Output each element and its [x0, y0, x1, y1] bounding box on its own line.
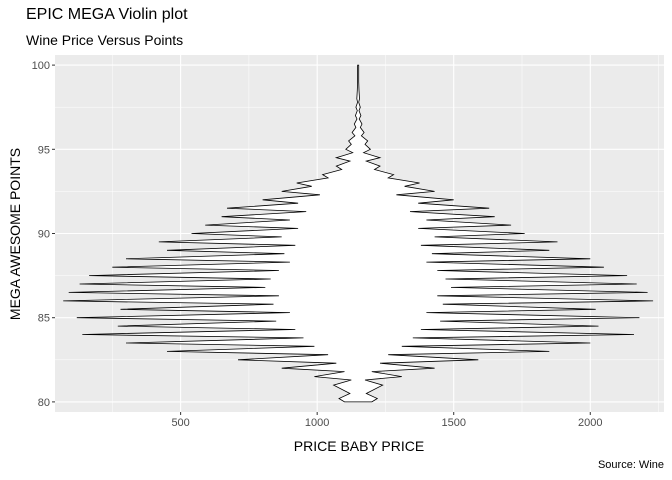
y-tick-label: 80 — [38, 397, 50, 409]
y-axis-title: MEGA AWESOME POINTS — [7, 148, 23, 320]
y-tick-label: 90 — [38, 229, 50, 241]
chart-subtitle: Wine Price Versus Points — [26, 32, 184, 48]
chart-title: EPIC MEGA Violin plot — [26, 6, 188, 23]
y-tick-label: 100 — [32, 60, 50, 72]
y-tick-label: 85 — [38, 313, 50, 325]
y-tick-label: 95 — [38, 144, 50, 156]
x-tick-label: 500 — [171, 417, 189, 429]
x-tick-label: 1000 — [305, 417, 329, 429]
violin-shape — [63, 64, 654, 403]
x-axis-title: PRICE BABY PRICE — [294, 438, 424, 454]
x-tick-label: 2000 — [578, 417, 602, 429]
x-axis: 500 1000 1500 2000 — [171, 412, 603, 429]
y-axis: 80 85 90 95 100 — [32, 60, 55, 409]
x-tick-label: 1500 — [441, 417, 465, 429]
chart-caption: Source: Wine — [597, 459, 664, 471]
